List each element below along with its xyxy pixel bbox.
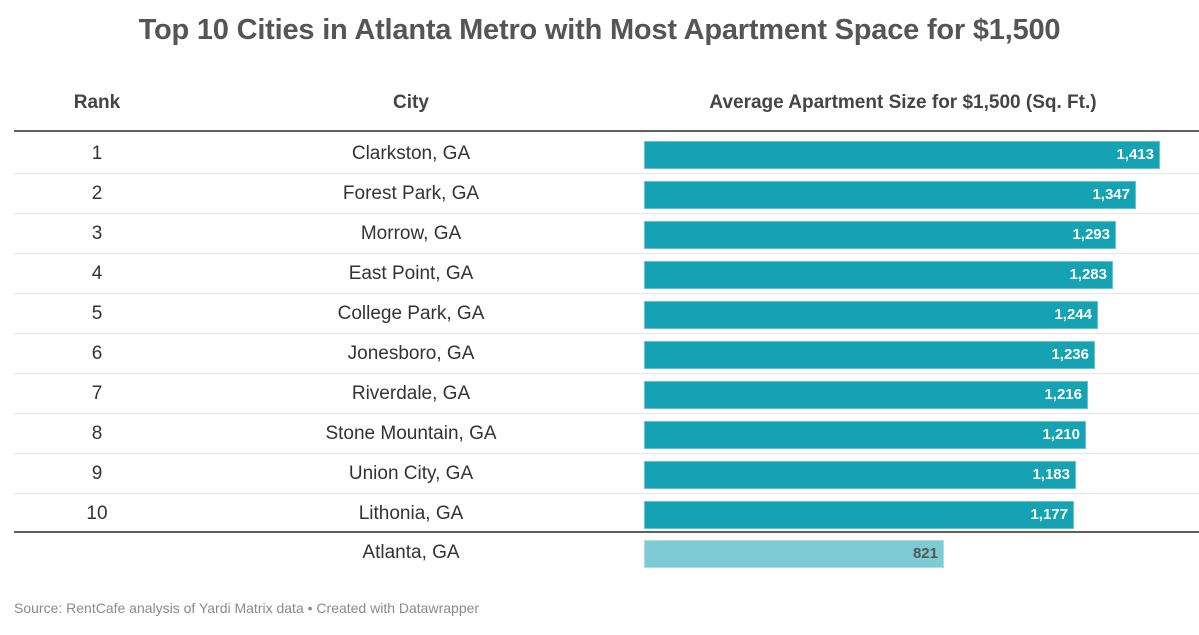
bar: 1,177 [644,501,1074,529]
bar: 1,210 [644,421,1086,449]
city-cell: Atlanta, GA [362,542,460,563]
bar: 1,244 [644,301,1098,329]
column-header-city: City [393,92,429,113]
bar-value-label: 821 [912,545,938,562]
city-cell: Forest Park, GA [342,183,480,204]
row-divider [14,493,1199,494]
rank-cell: 9 [91,463,103,484]
city-cell: Clarkston, GA [351,143,471,164]
column-header-rank: Rank [73,92,121,113]
table-row: 8 Stone Mountain, GA 1,210 [14,414,1199,454]
bar: 1,183 [644,461,1076,489]
row-divider [14,293,1199,294]
city-cell: College Park, GA [337,303,485,324]
bar: 1,293 [644,221,1116,249]
rank-cell: 1 [91,143,103,164]
rank-cell: 5 [91,303,103,324]
table-row: 9 Union City, GA 1,183 [14,454,1199,494]
table-row: 4 East Point, GA 1,283 [14,254,1199,294]
city-cell: Stone Mountain, GA [325,423,497,444]
rank-cell: 2 [91,183,103,204]
bar-value-label: 1,347 [1092,186,1130,203]
reference-bar: 821 [644,540,944,568]
table-row: 6 Jonesboro, GA 1,236 [14,334,1199,374]
row-divider [14,173,1199,174]
table-row: 2 Forest Park, GA 1,347 [14,174,1199,214]
rank-cell: 7 [91,383,103,404]
row-divider [14,253,1199,254]
rank-cell: 6 [91,343,103,364]
row-divider [14,333,1199,334]
row-divider [14,453,1199,454]
table-row: 5 College Park, GA 1,244 [14,294,1199,334]
bar-value-label: 1,244 [1054,306,1092,323]
rank-cell: 3 [91,223,103,244]
bar-value-label: 1,216 [1044,386,1082,403]
table-row: 10 Lithonia, GA 1,177 [14,494,1199,534]
source-note: Source: RentCafe analysis of Yardi Matri… [14,600,480,616]
city-cell: Lithonia, GA [358,503,464,524]
bar: 1,413 [644,141,1160,169]
city-cell: Morrow, GA [360,223,462,244]
city-cell: Jonesboro, GA [347,343,475,364]
bar: 1,283 [644,261,1113,289]
column-header-apartment-size: Average Apartment Size for $1,500 (Sq. F… [709,92,1097,113]
city-cell: East Point, GA [348,263,474,284]
row-divider [14,213,1199,214]
row-divider [14,373,1199,374]
city-cell: Union City, GA [348,463,474,484]
bar: 1,216 [644,381,1088,409]
table-row: 7 Riverdale, GA 1,216 [14,374,1199,414]
rank-cell: 10 [86,503,108,524]
header-rule [14,130,1199,132]
table-row: 3 Morrow, GA 1,293 [14,214,1199,254]
rank-cell: 4 [91,263,103,284]
city-cell: Riverdale, GA [351,383,471,404]
bar-value-label: 1,413 [1116,146,1154,163]
bar-value-label: 1,177 [1030,506,1068,523]
bar-value-label: 1,210 [1042,426,1080,443]
bar-value-label: 1,293 [1072,226,1110,243]
chart-title: Top 10 Cities in Atlanta Metro with Most… [138,14,1061,46]
reference-separator-rule [14,531,1199,533]
bar: 1,347 [644,181,1136,209]
bar-value-label: 1,236 [1051,346,1089,363]
bar: 1,236 [644,341,1095,369]
rank-cell: 8 [91,423,103,444]
bar-value-label: 1,283 [1069,266,1107,283]
row-divider [14,413,1199,414]
bar-value-label: 1,183 [1032,466,1070,483]
reference-row-content: Atlanta, GA 821 [14,533,1199,573]
table-row: 1 Clarkston, GA 1,413 [14,134,1199,174]
